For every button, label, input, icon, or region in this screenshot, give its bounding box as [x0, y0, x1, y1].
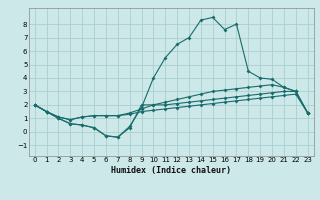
X-axis label: Humidex (Indice chaleur): Humidex (Indice chaleur)	[111, 166, 231, 175]
